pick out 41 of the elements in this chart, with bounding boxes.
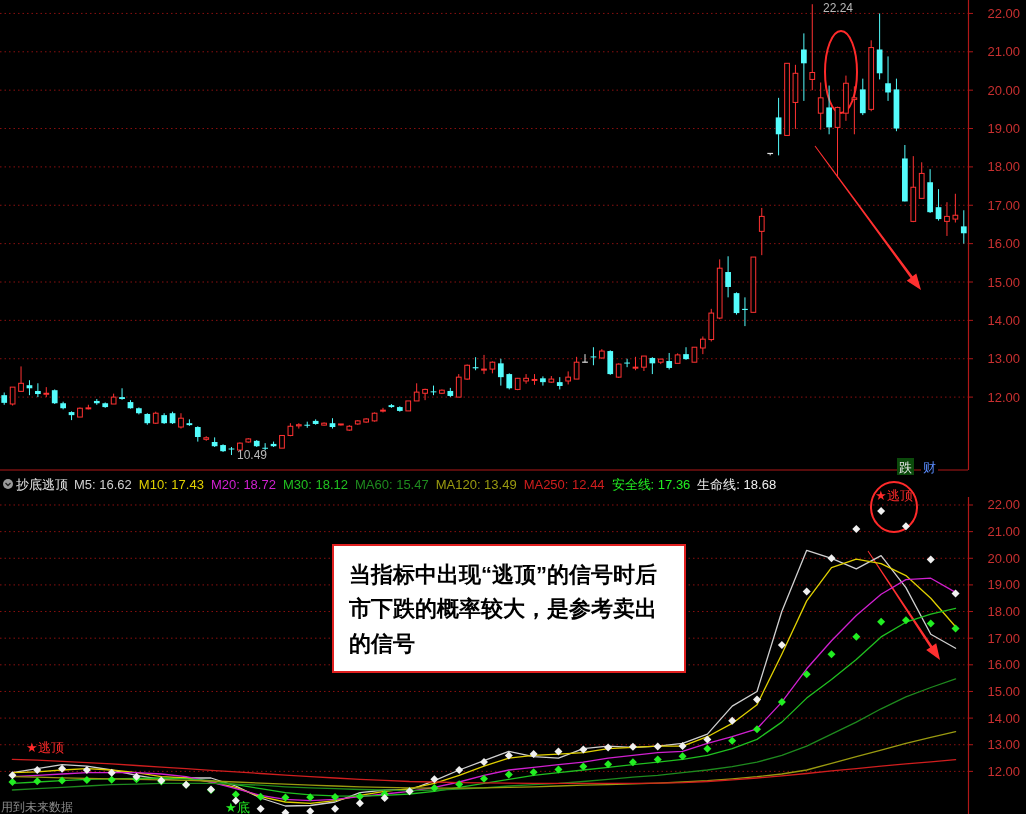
y-tick-label: 22.00 — [987, 497, 1020, 513]
y-tick-label: 21.00 — [987, 524, 1020, 540]
annotation: 22.24 — [823, 1, 854, 15]
annotation: ★逃顶 — [26, 740, 64, 755]
y-tick-label: 20.00 — [987, 550, 1020, 566]
text: MA120: 13.49 — [435, 477, 517, 492]
legend-title: 抄底逃顶 — [16, 477, 68, 492]
annotation: 当指标中出现“逃顶”的信号时后市下跌的概率较大，是参考卖出的信号 — [348, 562, 657, 656]
y-tick-label: 22.00 — [987, 5, 1020, 21]
text: 生命线: 18.68 — [697, 477, 777, 492]
y-tick-label: 15.00 — [987, 683, 1020, 699]
text: M10: 17.43 — [138, 477, 204, 492]
y-tick-label: 12.00 — [987, 763, 1020, 779]
text: MA250: 12.44 — [523, 477, 605, 492]
text: M5: 16.62 — [74, 477, 132, 492]
y-tick-label: 13.00 — [987, 351, 1020, 367]
y-tick-label: 13.00 — [987, 737, 1020, 753]
y-tick-label: 19.00 — [987, 121, 1020, 137]
annotation: ★逃顶 — [875, 488, 913, 503]
text: M20: 18.72 — [210, 477, 276, 492]
y-tick-label: 16.00 — [987, 236, 1020, 252]
y-tick-label: 12.00 — [987, 389, 1020, 405]
y-tick-label: 15.00 — [987, 274, 1020, 290]
y-tick-label: 17.00 — [987, 630, 1020, 646]
y-tick-label: 14.00 — [987, 710, 1020, 726]
y-tick-label: 19.00 — [987, 577, 1020, 593]
annotation: ★底 — [225, 800, 250, 814]
y-tick-label: 21.00 — [987, 44, 1020, 60]
text: 安全线: 17.36 — [611, 477, 691, 492]
y-tick-label: 16.00 — [987, 657, 1020, 673]
y-tick-label: 20.00 — [987, 82, 1020, 98]
annotation: 用到未来数据 — [1, 800, 73, 814]
annotation: 10.49 — [237, 448, 268, 462]
y-tick-label: 17.00 — [987, 197, 1020, 213]
y-tick-label: 18.00 — [987, 159, 1020, 175]
text: MA60: 15.47 — [354, 477, 429, 492]
annotation: 跌 — [899, 459, 912, 475]
text: M30: 18.12 — [282, 477, 348, 492]
y-tick-label: 14.00 — [987, 312, 1020, 328]
annotation: 财 — [923, 459, 936, 475]
y-tick-label: 18.00 — [987, 604, 1020, 620]
